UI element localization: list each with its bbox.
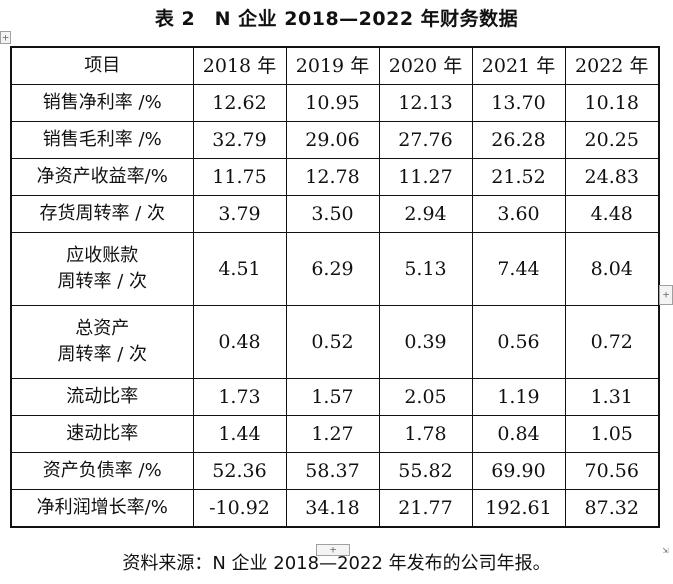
value-cell[interactable]: 0.48 (192, 305, 287, 379)
value-cell[interactable]: 3.50 (285, 195, 380, 233)
source-note: 资料来源：N 企业 2018—2022 年发布的公司年报。 (122, 553, 551, 574)
row-label-cell[interactable]: 净利润增长率/% (10, 489, 194, 528)
row-label-cell[interactable]: 销售毛利率 /% (10, 121, 194, 159)
value-cell[interactable]: 1.19 (471, 378, 566, 416)
table-row: 销售毛利率 /% 32.79 29.06 27.76 26.28 20.25 (10, 121, 660, 159)
value-cell[interactable]: 1.27 (285, 415, 380, 453)
value-cell[interactable]: 58.37 (285, 452, 380, 490)
financial-data-table: 项目 2018 年 2019 年 2020 年 2021 年 2022 年 销售… (10, 46, 660, 528)
row-label-line: 周转率 / 次 (57, 344, 147, 365)
value-cell[interactable]: 3.79 (192, 195, 287, 233)
value-cell[interactable]: 0.52 (285, 305, 380, 379)
financial-data-table-container: 项目 2018 年 2019 年 2020 年 2021 年 2022 年 销售… (10, 46, 660, 528)
value-cell[interactable]: 87.32 (564, 489, 660, 528)
value-cell[interactable]: 0.39 (378, 305, 473, 379)
header-cell-year[interactable]: 2022 年 (564, 46, 660, 85)
row-label-cell[interactable]: 存货周转率 / 次 (10, 195, 194, 233)
table-move-handle-icon[interactable]: + (0, 31, 11, 44)
value-cell[interactable]: 12.78 (285, 158, 380, 196)
value-cell[interactable]: 1.57 (285, 378, 380, 416)
value-cell[interactable]: 0.84 (471, 415, 566, 453)
value-cell[interactable]: -10.92 (192, 489, 287, 528)
value-cell[interactable]: 11.27 (378, 158, 473, 196)
value-cell[interactable]: 13.70 (471, 84, 566, 122)
value-cell[interactable]: 1.31 (564, 378, 660, 416)
value-cell[interactable]: 5.13 (378, 232, 473, 306)
table-row: 资产负债率 /% 52.36 58.37 55.82 69.90 70.56 (10, 452, 660, 490)
header-cell-year[interactable]: 2019 年 (285, 46, 380, 85)
table-caption: 表 2 N 企业 2018—2022 年财务数据 (154, 8, 519, 30)
value-cell[interactable]: 1.73 (192, 378, 287, 416)
table-row: 应收账款 周转率 / 次 4.51 6.29 5.13 7.44 8.04 (10, 232, 660, 306)
value-cell[interactable]: 20.25 (564, 121, 660, 159)
table-row: 速动比率 1.44 1.27 1.78 0.84 1.05 (10, 415, 660, 453)
header-cell-year[interactable]: 2021 年 (471, 46, 566, 85)
header-cell-year[interactable]: 2018 年 (192, 46, 287, 85)
value-cell[interactable]: 6.29 (285, 232, 380, 306)
table-resize-handle-icon[interactable]: ⇲ (662, 545, 669, 556)
row-label-cell[interactable]: 销售净利率 /% (10, 84, 194, 122)
value-cell[interactable]: 10.18 (564, 84, 660, 122)
value-cell[interactable]: 1.05 (564, 415, 660, 453)
row-label-cell[interactable]: 资产负债率 /% (10, 452, 194, 490)
row-label-line: 周转率 / 次 (57, 271, 147, 292)
value-cell[interactable]: 3.60 (471, 195, 566, 233)
table-header-row: 项目 2018 年 2019 年 2020 年 2021 年 2022 年 (10, 46, 660, 85)
value-cell[interactable]: 34.18 (285, 489, 380, 528)
value-cell[interactable]: 26.28 (471, 121, 566, 159)
value-cell[interactable]: 27.76 (378, 121, 473, 159)
value-cell[interactable]: 4.51 (192, 232, 287, 306)
value-cell[interactable]: 12.62 (192, 84, 287, 122)
value-cell[interactable]: 0.56 (471, 305, 566, 379)
value-cell[interactable]: 12.13 (378, 84, 473, 122)
table-row: 流动比率 1.73 1.57 2.05 1.19 1.31 (10, 378, 660, 416)
value-cell[interactable]: 2.05 (378, 378, 473, 416)
value-cell[interactable]: 70.56 (564, 452, 660, 490)
row-label-cell[interactable]: 应收账款 周转率 / 次 (10, 232, 194, 306)
value-cell[interactable]: 24.83 (564, 158, 660, 196)
value-cell[interactable]: 69.90 (471, 452, 566, 490)
value-cell[interactable]: 21.77 (378, 489, 473, 528)
value-cell[interactable]: 0.72 (564, 305, 660, 379)
value-cell[interactable]: 21.52 (471, 158, 566, 196)
table-row: 净资产收益率/% 11.75 12.78 11.27 21.52 24.83 (10, 158, 660, 196)
row-label-line: 应收账款 (66, 245, 139, 266)
row-label-cell[interactable]: 流动比率 (10, 378, 194, 416)
value-cell[interactable]: 4.48 (564, 195, 660, 233)
value-cell[interactable]: 7.44 (471, 232, 566, 306)
add-row-plus-icon[interactable]: + (316, 544, 350, 556)
header-cell-year[interactable]: 2020 年 (378, 46, 473, 85)
table-row: 存货周转率 / 次 3.79 3.50 2.94 3.60 4.48 (10, 195, 660, 233)
value-cell[interactable]: 10.95 (285, 84, 380, 122)
value-cell[interactable]: 8.04 (564, 232, 660, 306)
header-cell-item[interactable]: 项目 (10, 46, 194, 85)
row-label-cell[interactable]: 速动比率 (10, 415, 194, 453)
table-row: 净利润增长率/% -10.92 34.18 21.77 192.61 87.32 (10, 489, 660, 528)
value-cell[interactable]: 2.94 (378, 195, 473, 233)
value-cell[interactable]: 32.79 (192, 121, 287, 159)
value-cell[interactable]: 1.78 (378, 415, 473, 453)
value-cell[interactable]: 1.44 (192, 415, 287, 453)
value-cell[interactable]: 11.75 (192, 158, 287, 196)
table-row: 总资产 周转率 / 次 0.48 0.52 0.39 0.56 0.72 (10, 305, 660, 379)
value-cell[interactable]: 192.61 (471, 489, 566, 528)
row-label-cell[interactable]: 净资产收益率/% (10, 158, 194, 196)
row-label-cell[interactable]: 总资产 周转率 / 次 (10, 305, 194, 379)
row-label-line: 总资产 (75, 318, 130, 339)
value-cell[interactable]: 55.82 (378, 452, 473, 490)
table-row: 销售净利率 /% 12.62 10.95 12.13 13.70 10.18 (10, 84, 660, 122)
add-column-plus-icon[interactable]: + (659, 285, 673, 305)
value-cell[interactable]: 29.06 (285, 121, 380, 159)
value-cell[interactable]: 52.36 (192, 452, 287, 490)
